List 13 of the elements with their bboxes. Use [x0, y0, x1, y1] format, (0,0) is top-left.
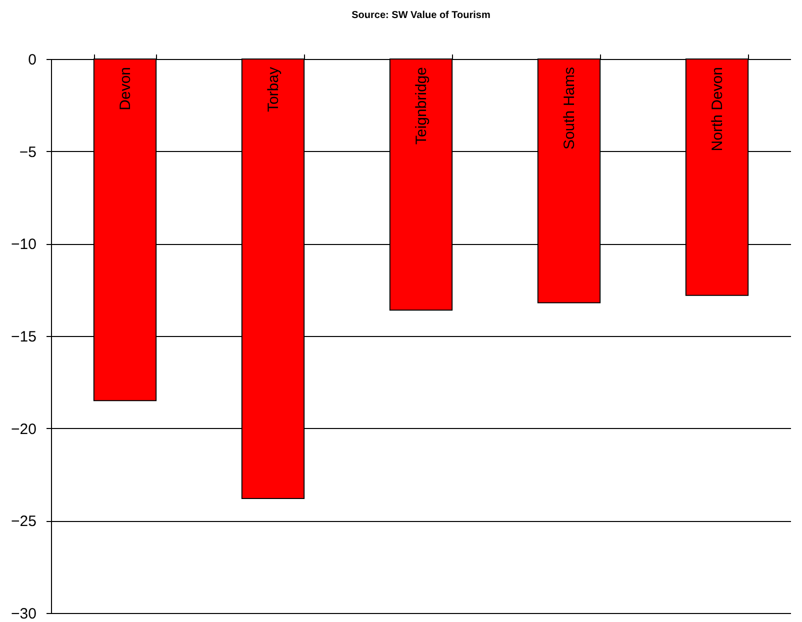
y-tick-label: −30 — [11, 606, 36, 622]
x-tick-label: Torbay — [265, 66, 282, 112]
y-tick-label: 0 — [28, 52, 36, 68]
y-tick-label: −25 — [11, 513, 36, 530]
y-tick-label: −20 — [11, 420, 36, 438]
chart-title: Source: SW Value of Tourism — [352, 10, 490, 21]
y-tick-label: −15 — [11, 328, 36, 346]
y-tick-label: −10 — [11, 236, 36, 254]
x-tick-label: Devon — [117, 67, 134, 110]
x-tick-label: North Devon — [709, 67, 726, 152]
x-tick-label: Teignbridge — [413, 67, 430, 145]
y-tick-label: −5 — [19, 144, 36, 161]
x-tick-label: South Hams — [561, 67, 578, 150]
